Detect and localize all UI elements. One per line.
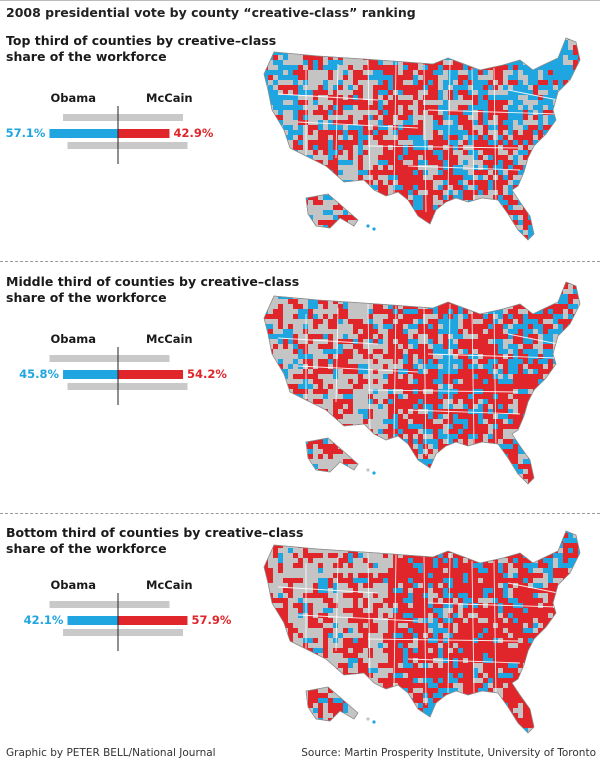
obama-bar: [49, 129, 119, 138]
footer-source: Source: Martin Prosperity Institute, Uni…: [301, 747, 596, 759]
panel-bottom-third: Bottom third of counties by creative–cla…: [0, 525, 600, 745]
panel-title-line2: share of the workforce: [6, 541, 167, 556]
panel-middle-third: Middle third of counties by creative–cla…: [0, 274, 600, 494]
mccain-header: McCain: [146, 91, 193, 105]
panel-title-line1: Middle third of counties by creative–cla…: [6, 274, 300, 289]
divider: [0, 513, 600, 514]
obama-value-label: 42.1%: [24, 613, 64, 627]
obama-header: Obama: [50, 578, 96, 592]
hawaii: [366, 468, 370, 472]
mccain-bar: [118, 370, 184, 379]
vote-share-chart: Obama McCain 57.1% 42.9%: [6, 91, 214, 164]
mccain-header: McCain: [146, 332, 193, 346]
panel-title-line1: Bottom third of counties by creative–cla…: [6, 525, 304, 540]
panel-title: Bottom third of counties by creative–cla…: [6, 525, 303, 557]
panel-title-line2: share of the workforce: [6, 290, 167, 305]
mccain-header: McCain: [146, 578, 193, 592]
hawaii: [366, 717, 370, 721]
mccain-value-label: 42.9%: [173, 126, 213, 140]
vote-share-chart: Obama McCain 42.1% 57.9%: [24, 578, 232, 651]
obama-bar: [63, 370, 118, 379]
county-map: [263, 530, 581, 734]
mccain-value-label: 57.9%: [191, 613, 231, 627]
divider: [0, 261, 600, 262]
top-rule: [0, 0, 600, 1]
comparison-bar: [67, 383, 188, 390]
obama-value-label: 45.8%: [19, 367, 59, 381]
page-title: 2008 presidential vote by county “creati…: [6, 5, 416, 20]
panel-title-line2: share of the workforce: [6, 49, 167, 64]
footer-credit: Graphic by PETER BELL/National Journal: [6, 747, 216, 759]
county-map: [263, 37, 581, 241]
mccain-bar: [118, 616, 188, 625]
comparison-bar: [49, 601, 170, 608]
obama-bar: [67, 616, 118, 625]
panel-title-line1: Top third of counties by creative–class: [6, 33, 277, 48]
obama-header: Obama: [50, 91, 96, 105]
comparison-bar: [63, 629, 184, 636]
obama-value-label: 57.1%: [6, 126, 46, 140]
county-map: [263, 281, 581, 485]
mccain-value-label: 54.2%: [187, 367, 227, 381]
obama-header: Obama: [50, 332, 96, 346]
hawaii: [366, 224, 370, 228]
comparison-bar: [63, 114, 184, 121]
panel-title: Middle third of counties by creative–cla…: [6, 274, 299, 306]
panel-title: Top third of counties by creative–class …: [6, 33, 276, 65]
comparison-bar: [49, 355, 170, 362]
comparison-bar: [67, 142, 188, 149]
panel-top-third: Top third of counties by creative–class …: [0, 33, 600, 253]
mccain-bar: [118, 129, 170, 138]
vote-share-chart: Obama McCain 45.8% 54.2%: [19, 332, 227, 405]
